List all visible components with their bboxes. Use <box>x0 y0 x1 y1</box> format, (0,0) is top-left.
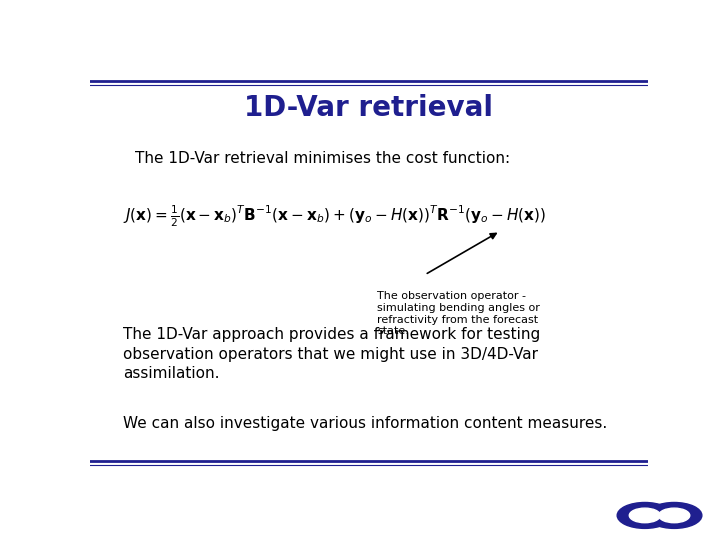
Text: We can also investigate various information content measures.: We can also investigate various informat… <box>124 416 608 431</box>
Text: The observation operator -
simulating bending angles or
refractivity from the fo: The observation operator - simulating be… <box>377 292 540 336</box>
Text: The 1D-Var approach provides a framework for testing
observation operators that : The 1D-Var approach provides a framework… <box>124 327 541 381</box>
Text: 1D-Var retrieval: 1D-Var retrieval <box>245 94 493 123</box>
Text: The 1D-Var retrieval minimises the cost function:: The 1D-Var retrieval minimises the cost … <box>135 151 510 166</box>
Circle shape <box>659 508 690 523</box>
Text: $J(\mathbf{x}) = \mathsf{\frac{1}{2}}(\mathbf{x}-\mathbf{x}_b)^T\mathbf{B}^{-1}(: $J(\mathbf{x}) = \mathsf{\frac{1}{2}}(\m… <box>124 204 546 230</box>
Circle shape <box>647 502 702 528</box>
Circle shape <box>629 508 660 523</box>
Circle shape <box>617 502 672 528</box>
